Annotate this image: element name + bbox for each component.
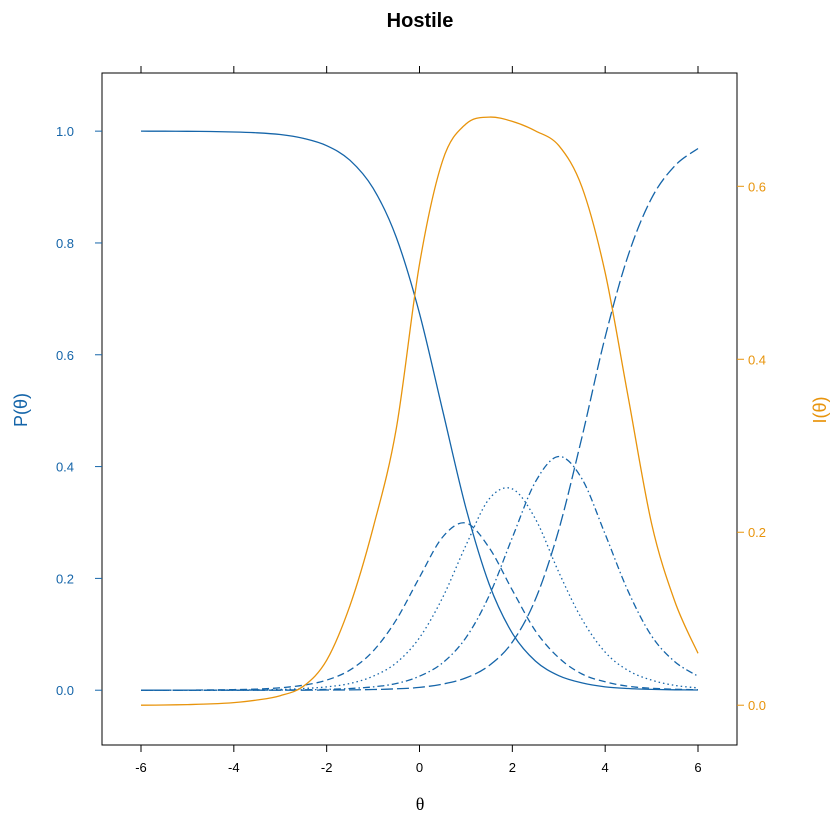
- y-axis-left-label: P(θ): [11, 393, 31, 427]
- y-axis-right-label: I(θ): [810, 397, 830, 424]
- chart-title: Hostile: [387, 10, 454, 32]
- x-tick-label: 4: [602, 760, 609, 775]
- y-left-tick-label: 0.2: [56, 571, 74, 586]
- x-tick-label: 0: [416, 760, 423, 775]
- y-right-tick-label: 0.6: [748, 179, 766, 194]
- series-layer: [140, 116, 699, 706]
- y-right-tick-label: 0.4: [748, 352, 766, 367]
- plot-frame: [101, 72, 738, 746]
- information-curve: [140, 116, 699, 706]
- y-left-tick-label: 0.6: [56, 348, 74, 363]
- y-left-tick-label: 0.0: [56, 683, 74, 698]
- y-right-tick-label: 0.0: [748, 698, 766, 713]
- category-curve-4: [141, 455, 699, 691]
- category-curve-1: [140, 130, 699, 691]
- y-left-tick-label: 1.0: [56, 124, 74, 139]
- y-right-tick-label: 0.2: [748, 525, 766, 540]
- x-tick-label: -4: [228, 760, 240, 775]
- category-curve-5: [141, 147, 699, 691]
- axes-layer: -6 -4 -2 0 2 4 6 0.0 0.2 0.4 0.6 0.8 1.0 0.0 0.2 0.4 0.6: [56, 66, 766, 775]
- y-left-tick-label: 0.8: [56, 236, 74, 251]
- category-curve-2: [141, 522, 699, 691]
- x-tick-label: 2: [509, 760, 516, 775]
- category-curve-3: [141, 487, 699, 691]
- x-tick-label: 6: [694, 760, 701, 775]
- x-axis-label: θ: [416, 794, 425, 814]
- x-tick-label: -2: [321, 760, 333, 775]
- y-left-tick-label: 0.4: [56, 460, 74, 475]
- x-tick-label: -6: [135, 760, 147, 775]
